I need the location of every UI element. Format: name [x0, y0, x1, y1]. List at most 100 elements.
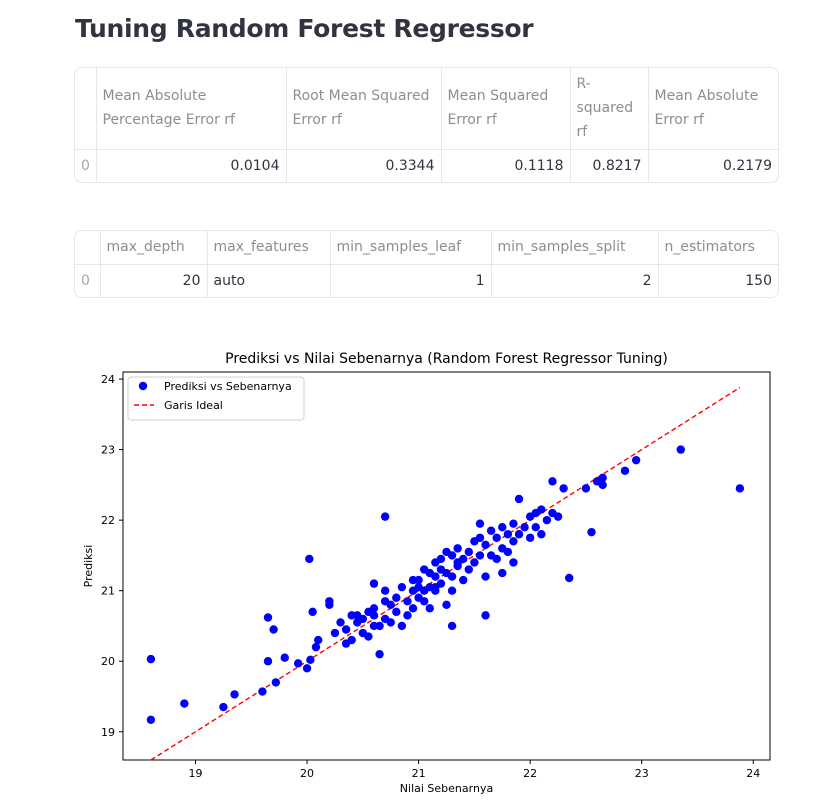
- points-group: [146, 445, 745, 724]
- legend-point-marker: [138, 381, 148, 391]
- data-point: [375, 621, 384, 631]
- data-point: [735, 484, 745, 493]
- data-point: [537, 505, 546, 514]
- column-header[interactable]: min_samples_split: [491, 231, 659, 265]
- data-point: [408, 575, 418, 585]
- legend-label: Garis Ideal: [164, 399, 223, 412]
- data-point: [565, 573, 574, 583]
- table-cell[interactable]: 150: [745, 272, 772, 289]
- data-point: [464, 547, 474, 557]
- data-point: [347, 611, 356, 620]
- table-row: 0 0.0104 0.3344 0.1118 0.8217 0.2179: [75, 149, 778, 182]
- data-point: [525, 533, 535, 542]
- metrics-table: Mean Absolute Percentage Error rf Root M…: [74, 67, 779, 183]
- column-header[interactable]: max_features: [207, 231, 331, 265]
- data-point: [470, 558, 479, 567]
- data-point: [531, 523, 540, 532]
- data-point: [676, 445, 685, 454]
- data-point: [325, 597, 334, 606]
- data-point: [486, 526, 496, 535]
- data-point: [631, 455, 641, 465]
- data-point: [542, 515, 552, 525]
- data-point: [509, 537, 518, 546]
- table-cell[interactable]: auto: [207, 264, 331, 297]
- data-point: [180, 699, 189, 708]
- data-point: [358, 614, 368, 624]
- params-table: max_depth max_features min_samples_leaf …: [74, 230, 779, 298]
- plot-frame: [122, 371, 771, 761]
- data-point: [386, 600, 395, 609]
- column-header[interactable]: R-squared rf: [570, 68, 649, 150]
- column-header[interactable]: Mean Squared Error rf: [441, 68, 571, 150]
- data-point: [503, 530, 513, 539]
- data-point: [553, 512, 563, 521]
- table-cell[interactable]: 1: [330, 264, 492, 297]
- data-point: [403, 597, 412, 606]
- data-point: [447, 621, 457, 631]
- data-point: [369, 604, 379, 613]
- data-point: [419, 597, 429, 606]
- data-point: [425, 604, 434, 613]
- column-header[interactable]: n_estimators: [658, 231, 778, 265]
- data-point: [258, 687, 267, 696]
- data-point: [442, 547, 451, 557]
- data-point: [620, 466, 630, 475]
- y-tick-label: 24: [101, 373, 115, 386]
- data-point: [442, 600, 451, 609]
- table-cell[interactable]: 0.3344: [286, 149, 442, 182]
- data-point: [492, 554, 501, 564]
- table-cell[interactable]: 0.2179: [723, 157, 772, 174]
- data-point: [336, 618, 345, 627]
- legend: Prediksi vs Sebenarnya Garis Ideal: [127, 376, 305, 421]
- data-point: [341, 625, 351, 634]
- table-cell[interactable]: 0.8217: [570, 149, 649, 182]
- data-point: [380, 512, 390, 521]
- y-tick-label: 23: [101, 444, 115, 457]
- data-point: [392, 607, 401, 617]
- x-tick-label: 24: [746, 767, 760, 780]
- data-point: [146, 715, 156, 724]
- data-point: [375, 649, 384, 659]
- y-axis-label: Prediksi: [82, 545, 95, 588]
- index-header[interactable]: [75, 68, 97, 150]
- data-point: [475, 551, 485, 560]
- column-header[interactable]: Mean Absolute Percentage Error rf: [96, 68, 287, 150]
- data-point: [481, 540, 490, 550]
- table-cell[interactable]: 0.0104: [96, 149, 287, 182]
- data-point: [481, 611, 490, 620]
- data-point: [431, 572, 440, 581]
- y-tick-label: 21: [101, 585, 115, 598]
- data-point: [305, 554, 314, 564]
- data-point: [403, 611, 412, 620]
- data-point: [598, 480, 607, 490]
- x-tick-label: 21: [412, 767, 426, 780]
- table-cell[interactable]: 20: [100, 264, 208, 297]
- data-point: [330, 628, 340, 638]
- x-tick-label: 23: [635, 767, 649, 780]
- table-cell[interactable]: 2: [491, 264, 659, 297]
- x-tick-label: 22: [523, 767, 537, 780]
- column-header[interactable]: min_samples_leaf: [330, 231, 492, 265]
- data-point: [559, 484, 568, 493]
- data-point: [269, 625, 278, 634]
- table-row: 0 20 auto 1 2 150: [75, 264, 778, 297]
- row-index: 0: [75, 149, 97, 182]
- data-point: [397, 582, 407, 592]
- y-tick-label: 19: [101, 726, 115, 739]
- data-point: [302, 664, 312, 673]
- data-point: [459, 575, 468, 585]
- table-cell[interactable]: 0.1118: [441, 149, 571, 182]
- data-point: [308, 607, 317, 617]
- row-index: 0: [75, 264, 101, 297]
- data-point: [369, 579, 379, 588]
- data-point: [503, 547, 513, 557]
- column-header[interactable]: Root Mean Squared Error rf: [286, 68, 442, 150]
- column-header[interactable]: Mean Absolute Error rf: [648, 68, 778, 150]
- data-point: [271, 678, 281, 687]
- data-point: [369, 611, 379, 620]
- column-header[interactable]: max_depth: [100, 231, 208, 265]
- index-header[interactable]: [75, 231, 101, 265]
- data-point: [392, 593, 401, 602]
- data-point: [311, 642, 321, 652]
- scatter-chart: Prediksi vs Nilai Sebenarnya (Random For…: [82, 351, 771, 795]
